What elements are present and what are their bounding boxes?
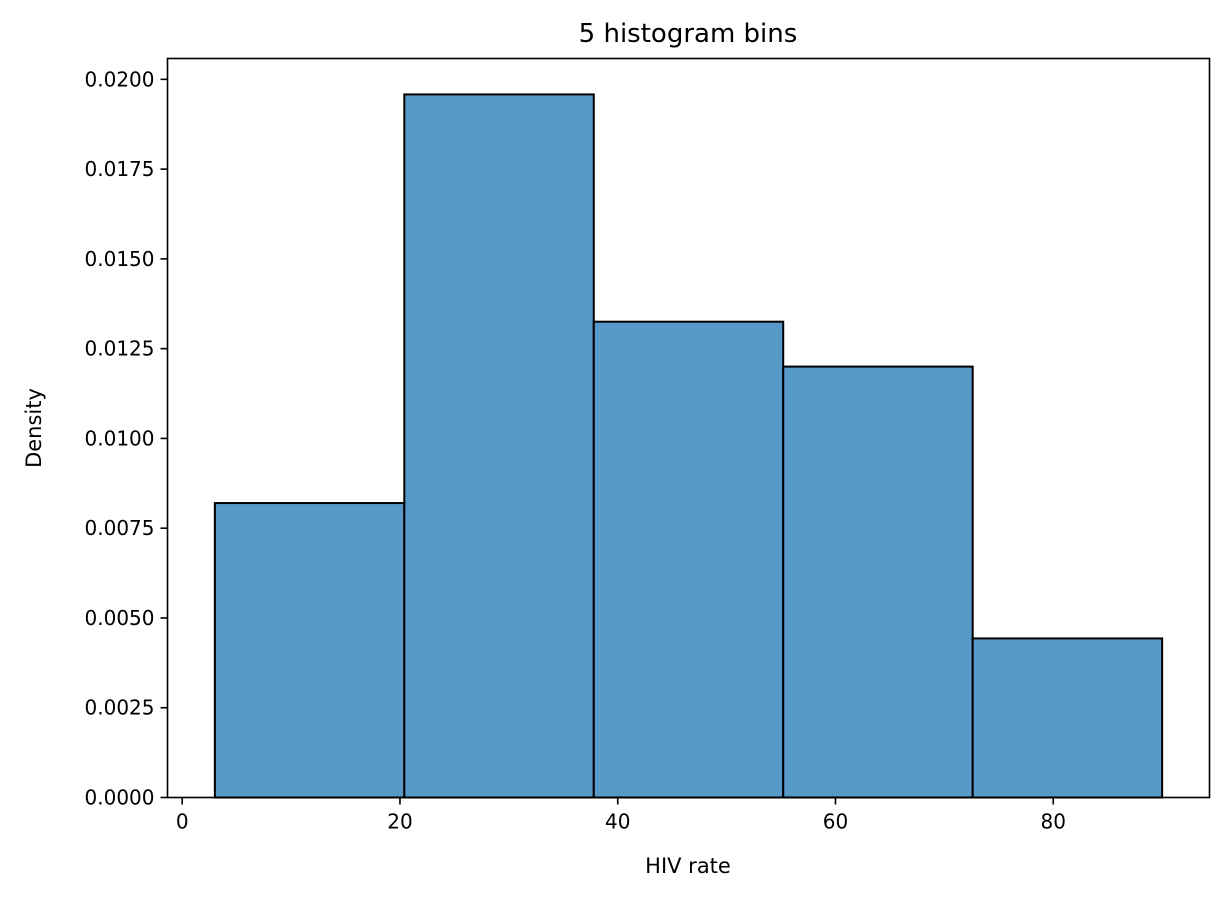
x-tick-label: 80 (1041, 810, 1066, 834)
histogram-bar-5 (971, 637, 1164, 799)
x-axis-ticks: 0 20 40 60 80 (176, 797, 1066, 834)
y-tick-label: 0.0100 (85, 426, 155, 450)
y-tick-label: 0.0025 (85, 696, 155, 720)
y-tick-label: 0.0125 (85, 337, 155, 361)
y-tick-label: 0.0175 (85, 157, 155, 181)
x-tick-label: 20 (387, 810, 412, 834)
x-axis-label: HIV rate (645, 854, 731, 878)
histogram-bar-2 (403, 93, 595, 799)
plot-frame (166, 57, 1211, 799)
y-tick-label: 0.0150 (85, 247, 155, 271)
y-tick-label: 0.0050 (85, 606, 155, 630)
x-tick-label: 40 (605, 810, 630, 834)
y-axis-label: Density (22, 388, 46, 468)
histogram-bar-3 (592, 320, 785, 799)
x-tick-label: 0 (176, 810, 189, 834)
histogram-bar-1 (213, 502, 406, 799)
y-axis-ticks: 0.0000 0.0025 0.0050 0.0075 0.0100 0.0125 0.01… (85, 67, 168, 810)
y-tick-label: 0.0000 (85, 786, 155, 810)
histogram-bar-4 (782, 365, 974, 799)
chart-title: 5 histogram bins (579, 19, 798, 49)
x-tick-label: 60 (823, 810, 848, 834)
y-tick-label: 0.0075 (85, 516, 155, 540)
y-tick-label: 0.0200 (85, 67, 155, 91)
bars-group (213, 93, 1164, 799)
